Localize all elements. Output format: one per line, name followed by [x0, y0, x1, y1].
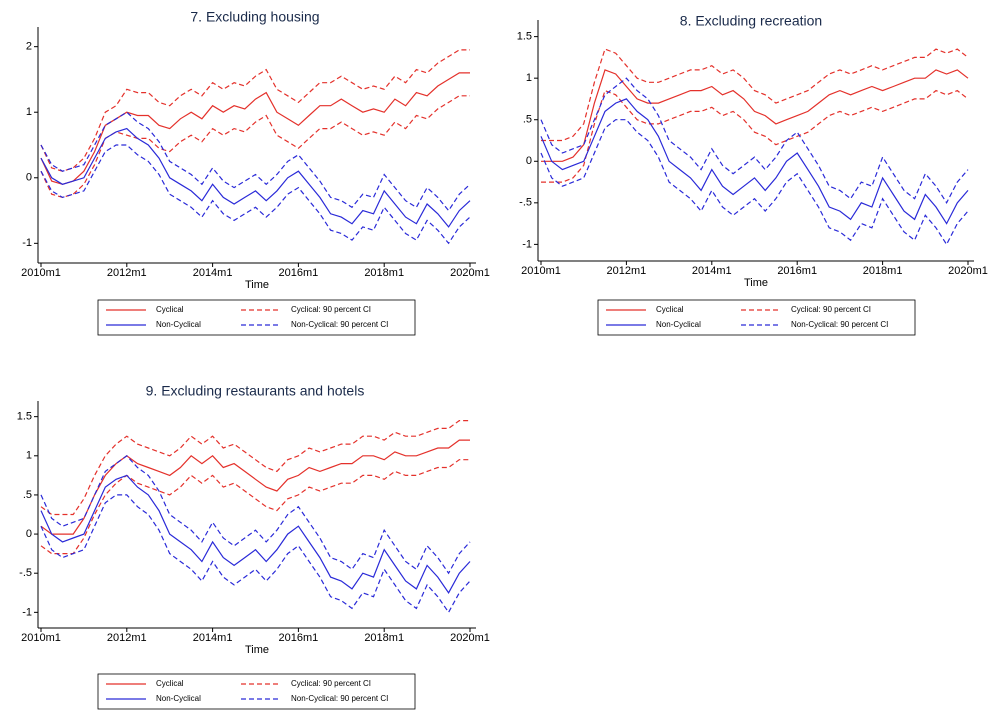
legend-label: Non-Cyclical — [156, 320, 201, 329]
x-tick-label: 2014m1 — [692, 265, 732, 277]
x-tick-label: 2018m1 — [863, 265, 903, 277]
y-tick-label: .5 — [523, 114, 532, 126]
series-line — [40, 72, 470, 185]
y-tick-label: -.5 — [19, 567, 32, 579]
chart-title: 8. Excluding recreation — [680, 13, 822, 29]
series-line — [40, 127, 471, 228]
series-line — [40, 494, 471, 614]
y-tick-label: 1 — [526, 72, 532, 84]
series-line — [40, 420, 470, 516]
x-tick-label: 2012m1 — [107, 267, 147, 279]
y-tick-label: -1 — [522, 238, 532, 250]
series-line — [40, 144, 471, 245]
series-line — [40, 459, 470, 555]
y-tick-label: .5 — [23, 489, 32, 501]
legend-box — [97, 673, 416, 710]
series-line — [40, 439, 470, 535]
legend-label: Cyclical — [156, 679, 184, 688]
series-line — [541, 69, 969, 162]
x-tick-label: 2014m1 — [193, 632, 233, 644]
x-tick-label: 2014m1 — [193, 267, 233, 279]
chart-title: 9. Excluding restaurants and hotels — [146, 383, 365, 399]
x-tick-label: 2016m1 — [279, 267, 319, 279]
y-tick-label: -1 — [22, 237, 32, 249]
x-axis-label: Time — [245, 644, 269, 656]
legend-box — [597, 299, 916, 336]
series-line — [40, 95, 470, 199]
series-line — [540, 98, 969, 225]
series-line — [540, 119, 969, 246]
series-line — [541, 48, 969, 142]
x-axis-label: Time — [744, 277, 768, 289]
legend-label: Cyclical — [156, 305, 184, 314]
y-tick-label: 1.5 — [17, 411, 32, 423]
x-tick-label: 2010m1 — [21, 267, 61, 279]
series-line — [40, 454, 471, 575]
y-tick-label: -1 — [22, 606, 32, 618]
x-tick-label: 2018m1 — [364, 632, 404, 644]
legend-label: Non-Cyclical: 90 percent CI — [291, 694, 388, 703]
y-tick-label: -.5 — [519, 197, 532, 209]
x-tick-label: 2020m1 — [948, 265, 988, 277]
y-tick-label: 1 — [26, 106, 32, 118]
y-tick-label: 2 — [26, 41, 32, 53]
legend-box — [97, 299, 416, 336]
legend-label: Cyclical — [656, 305, 684, 314]
legend-label: Non-Cyclical — [656, 320, 701, 329]
series-line — [40, 111, 471, 212]
y-tick-label: 1 — [26, 450, 32, 462]
x-tick-label: 2020m1 — [450, 632, 490, 644]
y-tick-label: 0 — [526, 155, 532, 167]
series-line — [40, 49, 470, 172]
series-line — [540, 77, 969, 205]
legend-label: Non-Cyclical: 90 percent CI — [291, 320, 388, 329]
chart-title: 7. Excluding housing — [190, 9, 319, 25]
x-tick-label: 2012m1 — [607, 265, 647, 277]
x-tick-label: 2010m1 — [21, 632, 61, 644]
series-line — [541, 89, 969, 183]
series-line — [40, 474, 471, 594]
legend-label: Cyclical: 90 percent CI — [791, 305, 871, 314]
x-tick-label: 2020m1 — [450, 267, 490, 279]
legend-label: Cyclical: 90 percent CI — [291, 679, 371, 688]
legend-label: Non-Cyclical: 90 percent CI — [791, 320, 888, 329]
x-tick-label: 2016m1 — [777, 265, 817, 277]
x-tick-label: 2016m1 — [279, 632, 319, 644]
x-tick-label: 2012m1 — [107, 632, 147, 644]
x-tick-label: 2018m1 — [364, 267, 404, 279]
legend-label: Cyclical: 90 percent CI — [291, 305, 371, 314]
y-tick-label: 1.5 — [517, 31, 532, 43]
y-tick-label: 0 — [26, 528, 32, 540]
legend-label: Non-Cyclical — [156, 694, 201, 703]
x-tick-label: 2010m1 — [521, 265, 561, 277]
x-axis-label: Time — [245, 279, 269, 291]
y-tick-label: 0 — [26, 172, 32, 184]
